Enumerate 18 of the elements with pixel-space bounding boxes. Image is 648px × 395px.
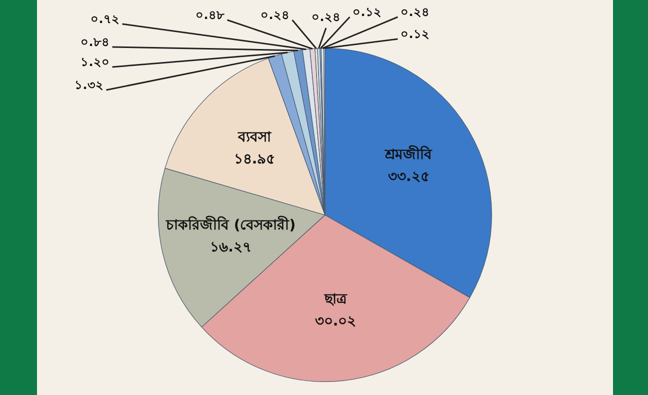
data-label: ০.৪৮ <box>196 8 224 22</box>
data-label: ০.২৪ <box>260 8 290 22</box>
data-label: ১৪.৯৫ <box>234 151 276 168</box>
data-label: ০.২৪ <box>400 5 430 20</box>
data-label: ০.৭২ <box>90 12 120 26</box>
slice-label: ব্যবসা <box>237 129 272 146</box>
data-label: ০.১২ <box>352 5 382 20</box>
data-label: ০.১২ <box>400 27 430 42</box>
data-label: ১.৩২ <box>74 78 104 92</box>
slice-label: শ্রমজীবি <box>384 145 434 164</box>
data-label: ০.৮৪ <box>80 35 110 50</box>
data-label: ০.২৪ <box>312 10 340 24</box>
data-label: ১৬.২৭ <box>210 239 252 256</box>
data-label: ৩৩.২৫ <box>388 169 430 186</box>
slice-label: ছাত্র <box>324 292 348 308</box>
slice-label: চাকরিজীবি (বেসকারী) <box>164 215 296 234</box>
data-label: ৩০.০২ <box>314 314 356 330</box>
data-label: ১.২০ <box>80 55 110 70</box>
